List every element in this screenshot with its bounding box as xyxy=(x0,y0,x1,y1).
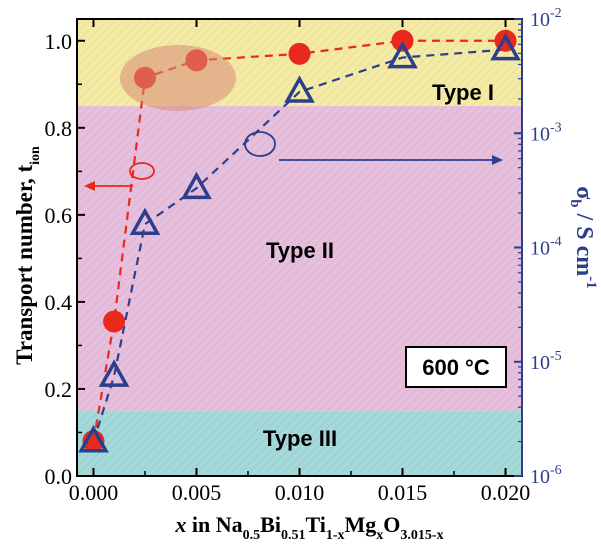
temperature-box xyxy=(405,346,507,388)
region-hatch-3 xyxy=(77,410,522,476)
region-label-2: Type II xyxy=(266,238,334,263)
axis-labels: Transport number, tion σb / S cm-1 x in Na… xyxy=(12,146,599,543)
temperature-label: 600 °C xyxy=(422,355,490,380)
x-axis-label: x in Na0.5Bi0.51Ti1-xMgxO3.015-x xyxy=(174,512,443,543)
xtick-label-5: 0.020 xyxy=(481,480,531,505)
annotations: 600 °C xyxy=(84,45,507,388)
ytick-label-4: 0.6 xyxy=(45,203,73,228)
series-2-point-5 xyxy=(284,75,315,103)
series-2-point-2 xyxy=(98,359,130,387)
series-1-point-5 xyxy=(288,42,311,65)
series-2-point-7 xyxy=(490,32,521,61)
series-1-point-2 xyxy=(103,310,126,333)
region-bands: Type I Type II Type III xyxy=(77,19,522,476)
y2tick-label-2: 10-5 xyxy=(530,349,562,374)
ytick-label-2: 0.2 xyxy=(45,377,73,402)
series-2-point-3 xyxy=(129,207,161,236)
xtick-label-2: 0.005 xyxy=(172,480,222,505)
xtick-label-4: 0.015 xyxy=(378,480,428,505)
xtick-label-3: 0.010 xyxy=(275,480,325,505)
series-1-point-6 xyxy=(391,29,414,52)
region-label-1: Type I xyxy=(432,80,494,105)
y2tick-label-3: 10-4 xyxy=(530,235,562,260)
series-2-line xyxy=(92,48,506,442)
series-2-point-6 xyxy=(387,40,418,69)
y2tick-label-5: 10-2 xyxy=(530,6,562,31)
y2tick-label-4: 10-3 xyxy=(530,120,562,145)
series-2-arrow-head xyxy=(492,155,503,165)
ytick-label-1: 0.0 xyxy=(45,464,73,489)
ytick-label-6: 1.0 xyxy=(45,29,73,54)
series-2-point-1 xyxy=(78,425,109,453)
axes: 0.0 0.2 0.4 0.6 0.8 1.0 0.000 0.005 0.010 0.015 0.… xyxy=(45,6,562,505)
series-1-indicator-circle xyxy=(129,162,155,180)
ytick-label-3: 0.4 xyxy=(45,290,73,315)
y2-axis-label: σb / S cm-1 xyxy=(567,186,599,289)
highlight-ellipse xyxy=(120,45,236,111)
xtick-label-1: 0.000 xyxy=(69,480,119,505)
ytick-label-5: 0.8 xyxy=(45,116,73,141)
y2tick-label-1: 10-6 xyxy=(530,463,562,488)
series-2-point-4 xyxy=(181,171,212,200)
series-1-arrow-head xyxy=(84,181,95,191)
region-label-3: Type III xyxy=(263,426,337,451)
y-axis-label: Transport number, tion xyxy=(12,146,43,365)
series-2-indicator-circle xyxy=(244,131,276,157)
